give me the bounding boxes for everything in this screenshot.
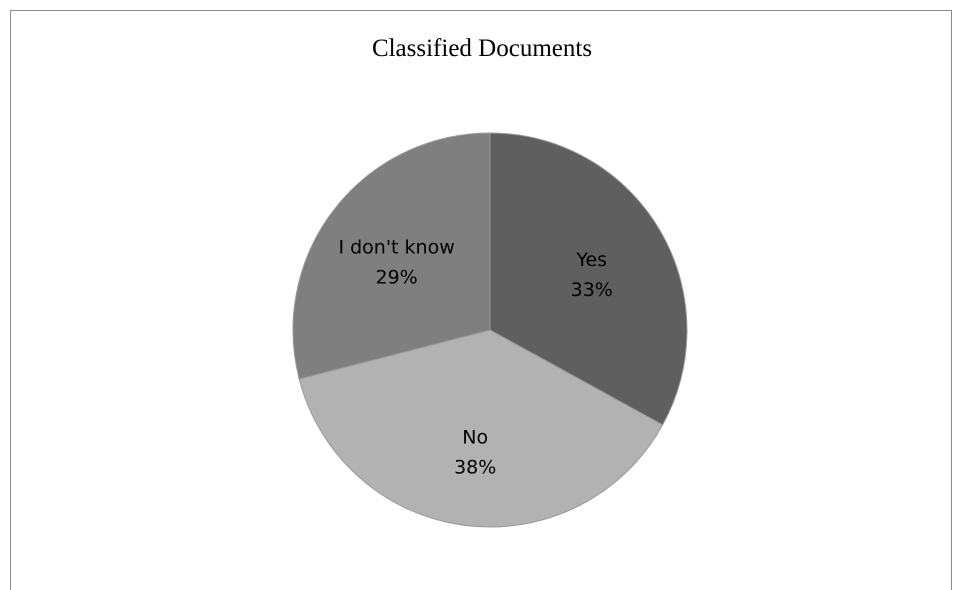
pie-slice-yes [489, 132, 688, 426]
slice-category-label: I don't know [338, 237, 454, 259]
pie-slice-no [298, 329, 664, 528]
slice-percent-label: 38% [454, 456, 496, 478]
pie-slice-i-don-t-know [292, 132, 491, 380]
slice-category-label: Yes [575, 249, 607, 271]
pie-labels: Yes 33% No 38% I don't know 29% [338, 237, 612, 479]
slice-percent-label: 29% [375, 267, 417, 289]
pie-slices [292, 132, 688, 528]
slice-category-label: No [462, 426, 488, 448]
slice-percent-label: 33% [571, 279, 613, 301]
chart-title: Classified Documents [371, 35, 593, 62]
